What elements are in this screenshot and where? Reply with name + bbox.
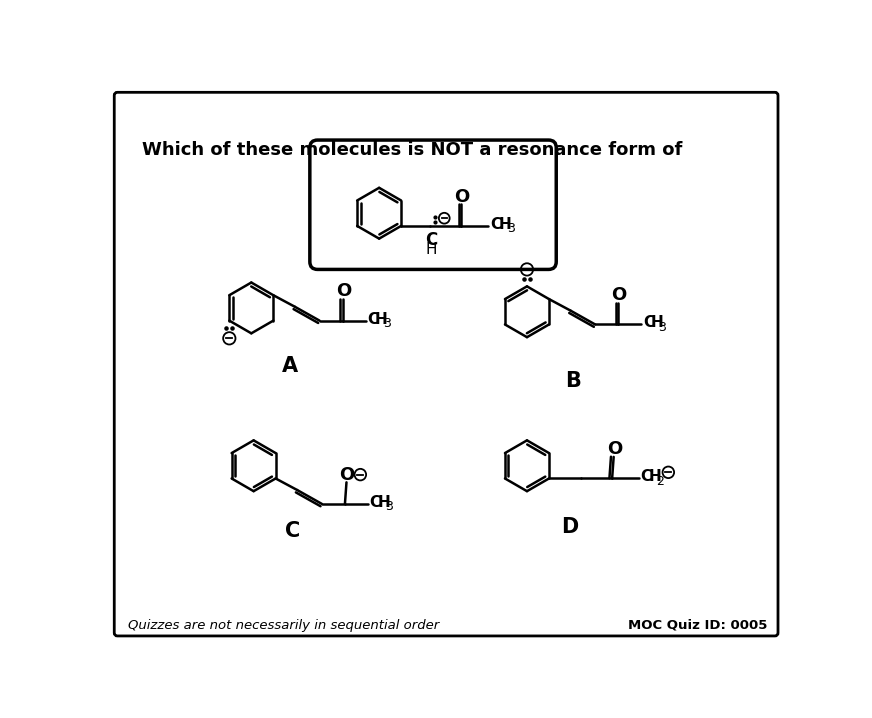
Text: O: O bbox=[611, 286, 627, 304]
Text: 3: 3 bbox=[508, 223, 515, 236]
Text: Quizzes are not necessarily in sequential order: Quizzes are not necessarily in sequentia… bbox=[128, 619, 439, 632]
Text: H: H bbox=[375, 312, 388, 327]
Text: O: O bbox=[336, 282, 351, 300]
Text: C: C bbox=[643, 315, 654, 330]
Text: C: C bbox=[490, 217, 501, 232]
FancyBboxPatch shape bbox=[310, 140, 556, 269]
Text: H: H bbox=[648, 470, 661, 485]
Text: MOC Quiz ID: 0005: MOC Quiz ID: 0005 bbox=[628, 619, 767, 632]
Text: 3: 3 bbox=[383, 317, 391, 330]
Text: A: A bbox=[282, 355, 298, 376]
Text: Which of these molecules is NOT a resonance form of: Which of these molecules is NOT a resona… bbox=[142, 141, 683, 159]
Text: B: B bbox=[565, 371, 581, 391]
Text: 3: 3 bbox=[658, 321, 666, 334]
FancyBboxPatch shape bbox=[114, 93, 778, 636]
Text: O: O bbox=[607, 440, 622, 458]
Text: C: C bbox=[425, 230, 437, 248]
Text: C: C bbox=[641, 470, 651, 485]
Text: C: C bbox=[284, 521, 300, 541]
Text: D: D bbox=[561, 518, 578, 537]
Text: O: O bbox=[454, 187, 470, 205]
Text: H: H bbox=[651, 315, 664, 330]
Text: C: C bbox=[370, 495, 381, 510]
Text: H: H bbox=[426, 242, 437, 257]
Text: 2: 2 bbox=[656, 475, 664, 488]
Text: 3: 3 bbox=[385, 500, 393, 513]
Text: O: O bbox=[339, 466, 355, 484]
Text: H: H bbox=[378, 495, 390, 510]
Text: H: H bbox=[499, 217, 512, 232]
Text: C: C bbox=[367, 312, 378, 327]
